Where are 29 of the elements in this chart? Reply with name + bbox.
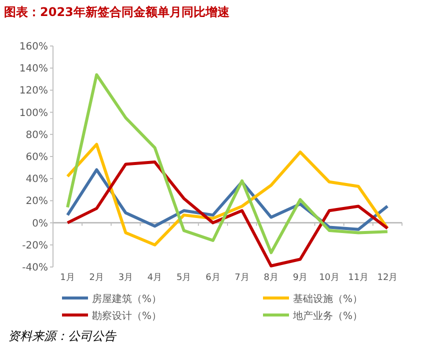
x-tick-label: 1月: [60, 273, 75, 283]
x-tick-label: 7月: [234, 273, 250, 283]
y-tick-label: 140%: [19, 64, 48, 75]
x-tick-label: 9月: [292, 273, 308, 283]
y-tick-label: 40%: [26, 174, 48, 186]
y-tick-label: 80%: [26, 130, 48, 141]
legend-label: 勘察设计（%）: [92, 310, 162, 322]
y-tick-label: 0%: [32, 218, 48, 230]
x-tick-label: 4月: [147, 273, 162, 283]
legend-label: 基础设施（%）: [293, 293, 363, 305]
y-tick-label: 60%: [26, 152, 48, 163]
x-tick-label: 11月: [348, 273, 369, 283]
y-tick-label: -20%: [22, 240, 48, 252]
chart-title: 图表：2023年新签合同金额单月同比增速: [4, 5, 230, 19]
y-tick-label: 100%: [19, 108, 48, 119]
x-tick-label: 8月: [264, 273, 278, 283]
x-tick-label: 6月: [206, 273, 220, 283]
x-tick-label: 12月: [377, 273, 398, 283]
text: 资料来源：公司公告: [8, 329, 117, 343]
legend-label: 房屋建筑（%）: [92, 293, 162, 305]
legend-label: 地产业务（%）: [292, 310, 363, 322]
y-tick-label: 20%: [26, 196, 48, 208]
y-tick-label: 160%: [19, 42, 48, 52]
y-tick-label: -40%: [22, 262, 48, 274]
x-tick-label: 5月: [176, 273, 192, 283]
x-tick-label: 3月: [118, 273, 134, 283]
y-tick-label: 120%: [19, 86, 48, 97]
x-tick-label: 2月: [89, 273, 104, 283]
x-tick-label: 10月: [319, 273, 340, 283]
